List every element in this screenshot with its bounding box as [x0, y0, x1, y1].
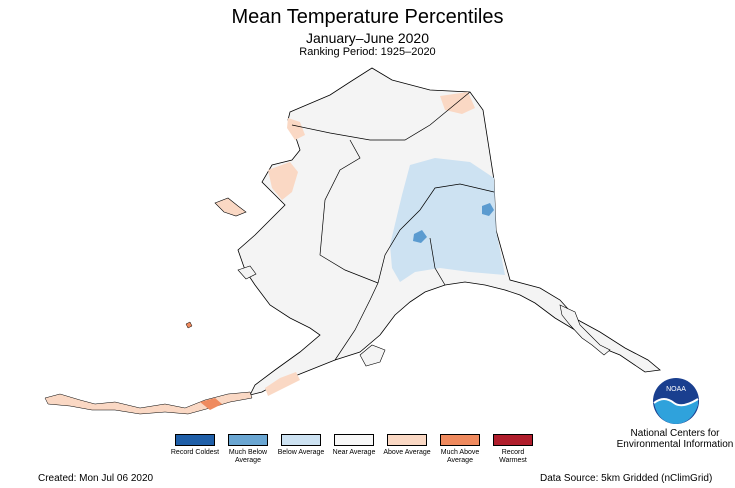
legend-label: Above Average: [383, 449, 431, 456]
pribilof-islands: [185, 321, 193, 329]
legend-swatch: [387, 434, 427, 446]
legend-item-near: Near Average: [329, 434, 379, 457]
legend-label: Below Average: [277, 449, 325, 456]
legend-swatch: [281, 434, 321, 446]
map-subtitle: January–June 2020: [306, 30, 429, 46]
aleutian-chain: [44, 391, 253, 415]
data-source: Data Source: 5km Gridded (nClimGrid): [540, 473, 713, 484]
legend-label: Much Below Average: [228, 449, 268, 464]
organization-name: National Centers for Environmental Infor…: [616, 428, 734, 450]
much-below-patch-2: [413, 230, 427, 243]
above-patch-northwest: [287, 118, 305, 140]
legend-item-much-above: Much Above Average: [435, 434, 485, 465]
legend-swatch: [334, 434, 374, 446]
kodiak-island: [359, 344, 386, 367]
legend-swatch: [440, 434, 480, 446]
legend-item-record-coldest: Record Coldest: [170, 434, 220, 457]
legend-label: Much Above Average: [440, 449, 480, 464]
southeast-panhandle-islands: [559, 304, 611, 356]
above-patch-northeast: [440, 92, 475, 114]
noaa-logo-icon: NOAA: [653, 378, 699, 424]
above-patch-seward: [268, 162, 298, 200]
st-lawrence-island: [214, 197, 247, 217]
below-average-area: [390, 158, 505, 282]
ranking-period: Ranking Period: 1925–2020: [299, 46, 436, 58]
above-patch-peninsula: [265, 372, 300, 396]
legend-item-above: Above Average: [382, 434, 432, 457]
climate-divisions: [291, 91, 495, 361]
legend-label: Near Average: [332, 449, 376, 456]
legend-item-record-warmest: Record Warmest: [488, 434, 538, 465]
much-below-patch-1: [482, 203, 494, 216]
legend-item-much-below: Much Below Average: [223, 434, 273, 465]
legend-label: Record Coldest: [170, 449, 220, 456]
legend-swatch: [228, 434, 268, 446]
legend-item-below: Below Average: [276, 434, 326, 457]
map-title: Mean Temperature Percentiles: [231, 6, 504, 28]
legend-label: Record Warmest: [499, 449, 527, 464]
legend-swatch: [175, 434, 215, 446]
aleutian-much-above: [200, 398, 222, 410]
legend: Record Coldest Much Below Average Below …: [170, 434, 540, 474]
logo-text: NOAA: [666, 386, 686, 393]
nunivak-island: [237, 265, 257, 280]
created-date: Created: Mon Jul 06 2020: [38, 473, 154, 484]
legend-swatch: [493, 434, 533, 446]
